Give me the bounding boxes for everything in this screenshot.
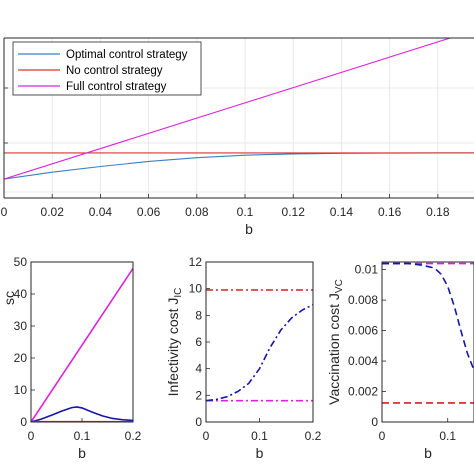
x-tick-label: 0 — [28, 429, 35, 443]
y-tick-label: 6 — [195, 335, 202, 349]
y-tick-label: 0.006 — [348, 324, 378, 338]
y-tick-label: 0.01 — [355, 263, 379, 277]
y-tick-label: 0 — [20, 415, 27, 429]
y-tick-label: 0.008 — [348, 293, 378, 307]
x-tick-label: 0.14 — [330, 205, 354, 219]
y-tick-label: 0.004 — [348, 354, 378, 368]
chart-panel-top: 0 0.02 0.04 0.06 0.08 0.1 0.12 0.14 0.16 0.18 b Opt… — [1, 37, 474, 237]
y-axis-label: Vaccination cost JVC — [326, 279, 345, 405]
series-line-full-control-strategy — [4, 38, 452, 180]
x-tick-label: 0 — [203, 429, 210, 443]
x-tick-label: 0 — [1, 205, 8, 219]
y-tick-label: 50 — [14, 255, 28, 269]
y-axis-label-subscript: VC — [334, 279, 345, 293]
x-tick-label: 0.16 — [378, 205, 402, 219]
y-tick-label: 10 — [14, 383, 28, 397]
chart-panel-bm: 0 0.1 0.2 0 2 4 6 8 10 12 b Infectivity cost JIC — [165, 255, 322, 461]
y-axis-label-subscript: IC — [173, 288, 184, 298]
legend-label: No control strategy — [66, 65, 163, 77]
y-axis-label: sc — [1, 291, 17, 305]
x-tick-label: 0.02 — [41, 205, 65, 219]
y-tick-label: 0 — [195, 415, 202, 429]
x-axis-label: b — [256, 445, 264, 461]
x-tick-label: 0.1 — [251, 429, 268, 443]
y-tick-label: 2 — [195, 388, 202, 402]
y-tick-label: 8 — [195, 308, 202, 322]
x-tick-label: 0.1 — [237, 205, 254, 219]
y-tick-label: 20 — [14, 351, 28, 365]
x-tick-label: 0 — [379, 429, 386, 443]
y-tick-label: 0 — [371, 415, 378, 429]
chart-panel-bl: 0 0.1 0.2 0 10 20 30 40 50 b sc — [1, 255, 142, 461]
x-axis-label: b — [424, 445, 432, 461]
series-line-2 — [382, 262, 474, 371]
x-tick-label: 0.1 — [439, 429, 456, 443]
x-tick-label: 0.08 — [185, 205, 209, 219]
x-tick-label: 0.18 — [426, 205, 450, 219]
y-axis-label: Infectivity cost JIC — [165, 288, 184, 397]
legend-label: Optimal control strategy — [66, 49, 188, 61]
y-tick-label: 0.002 — [348, 385, 378, 399]
series-line-2 — [206, 303, 313, 402]
y-tick-label: 30 — [14, 319, 28, 333]
y-tick-label: 40 — [14, 287, 28, 301]
x-tick-label: 0.06 — [137, 205, 161, 219]
x-tick-label: 0.04 — [89, 205, 113, 219]
x-axis-label: b — [245, 221, 253, 237]
series-line-0 — [31, 267, 133, 422]
legend: Optimal control strategy No control strat… — [12, 41, 202, 96]
legend-label: Full control strategy — [66, 81, 167, 93]
x-tick-label: 0.2 — [125, 429, 142, 443]
y-tick-label: 12 — [189, 255, 203, 269]
series-line-1 — [31, 406, 133, 422]
y-tick-label: 4 — [195, 362, 202, 376]
x-axis-label: b — [78, 445, 86, 461]
x-tick-label: 0.2 — [305, 429, 322, 443]
y-tick-label: 10 — [189, 282, 203, 296]
x-tick-label: 0.12 — [282, 205, 306, 219]
x-tick-label: 0.1 — [74, 429, 91, 443]
chart-panel-br: 0 0.1 0 0.002 0.004 0.006 0.008 0.01 b Vaccinatio… — [326, 261, 474, 461]
axes-frame — [381, 261, 474, 423]
